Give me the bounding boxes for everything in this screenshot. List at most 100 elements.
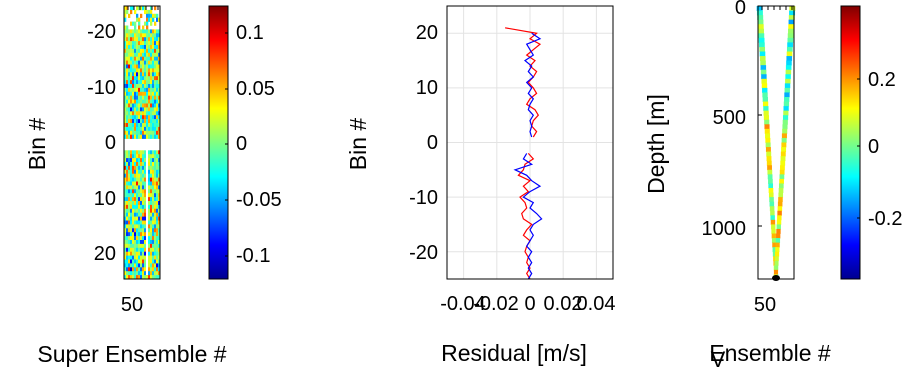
heatmap-cell bbox=[138, 243, 141, 249]
heatmap-cell bbox=[158, 134, 161, 139]
heatmap-cell bbox=[154, 119, 157, 124]
heatmap-cell bbox=[156, 177, 159, 182]
heatmap-cell bbox=[134, 84, 137, 89]
heatmap-cell bbox=[142, 91, 145, 96]
heatmap-cell bbox=[158, 29, 161, 34]
heatmap-cell bbox=[146, 119, 149, 124]
heatmap-cell bbox=[158, 216, 161, 221]
heatmap-cell bbox=[152, 162, 155, 167]
heatmap-cell bbox=[154, 6, 157, 11]
heatmap-cell bbox=[132, 87, 135, 93]
series-line-blue bbox=[523, 32, 542, 138]
heatmap-cell bbox=[146, 56, 149, 61]
heatmap-cell bbox=[124, 162, 127, 167]
heatmap-cell bbox=[140, 13, 143, 18]
heatmap-cell bbox=[140, 76, 143, 81]
heatmap-cell bbox=[124, 64, 127, 69]
heatmap-cell bbox=[158, 64, 161, 69]
heatmap-cell bbox=[152, 45, 155, 50]
heatmap-cell bbox=[154, 158, 157, 163]
heatmap-cell bbox=[134, 247, 137, 252]
heatmap-cell bbox=[788, 19, 795, 25]
heatmap-cell bbox=[136, 52, 139, 57]
x-tick-label: 0 bbox=[524, 293, 535, 315]
heatmap-cell bbox=[781, 147, 787, 152]
heatmap-cell bbox=[140, 267, 143, 272]
heatmap-cell bbox=[152, 115, 155, 120]
heatmap-cell bbox=[134, 173, 137, 178]
heatmap-cell bbox=[144, 87, 147, 93]
heatmap-cell bbox=[154, 95, 157, 100]
heatmap-cell bbox=[784, 87, 790, 93]
heatmap-cell bbox=[138, 154, 141, 159]
heatmap-cell bbox=[144, 255, 147, 260]
heatmap-cell bbox=[126, 208, 129, 213]
heatmap-cell bbox=[124, 154, 127, 159]
heatmap-cell bbox=[152, 56, 155, 61]
heatmap-cell bbox=[130, 232, 133, 237]
heatmap-cell bbox=[148, 72, 151, 77]
heatmap-cell bbox=[152, 251, 155, 256]
heatmap-cell bbox=[154, 224, 157, 229]
heatmap-cell bbox=[130, 243, 133, 249]
heatmap-cell bbox=[128, 107, 131, 112]
heatmap-cell bbox=[132, 158, 135, 163]
heatmap-cell bbox=[136, 111, 139, 116]
heatmap-cell bbox=[142, 247, 145, 252]
heatmap-cell bbox=[138, 87, 141, 93]
heatmap-cell bbox=[132, 204, 135, 210]
heatmap-cell bbox=[148, 162, 151, 167]
heatmap-cell bbox=[128, 193, 131, 198]
heatmap-cell bbox=[154, 185, 157, 190]
heatmap-cell bbox=[138, 173, 141, 178]
heatmap-cell bbox=[140, 91, 143, 96]
heatmap-cell bbox=[132, 240, 135, 245]
heatmap-cell bbox=[134, 169, 137, 174]
heatmap-cell bbox=[140, 240, 143, 245]
heatmap-cell bbox=[130, 177, 133, 182]
heatmap-cell bbox=[132, 130, 135, 135]
heatmap-cell bbox=[152, 173, 155, 178]
heatmap-cell bbox=[144, 45, 147, 50]
panel-depth: 0 500 1000 50 Depth [m] Ensemble # V 0.2… bbox=[643, 0, 902, 367]
heatmap-cell bbox=[132, 95, 135, 100]
heatmap-cell bbox=[150, 41, 153, 46]
heatmap-cell bbox=[152, 48, 155, 54]
x-axis-label: Ensemble # bbox=[709, 340, 831, 366]
heatmap-cell bbox=[761, 78, 767, 84]
heatmap-cell bbox=[138, 212, 141, 217]
heatmap-cell bbox=[156, 76, 159, 81]
heatmap-cell bbox=[132, 56, 135, 61]
heatmap-cell bbox=[154, 64, 157, 69]
heatmap-cell bbox=[142, 56, 145, 61]
heatmap-cell bbox=[124, 111, 127, 116]
heatmap-cell bbox=[150, 208, 153, 213]
heatmap-cell bbox=[128, 45, 131, 50]
heatmap-cell bbox=[154, 103, 157, 108]
heatmap-cell bbox=[786, 56, 793, 61]
heatmap-cell bbox=[154, 240, 157, 245]
heatmap-cell bbox=[136, 154, 139, 159]
heatmap-cell bbox=[158, 275, 161, 280]
heatmap-cell bbox=[136, 181, 139, 186]
heatmap-cell bbox=[788, 28, 794, 34]
heatmap-cell bbox=[134, 150, 137, 155]
heatmap-cell bbox=[144, 162, 147, 167]
heatmap-cell bbox=[148, 181, 151, 186]
heatmap-cell bbox=[154, 173, 157, 178]
heatmap-cell bbox=[140, 37, 143, 42]
heatmap-cell bbox=[126, 189, 129, 194]
heatmap-cell bbox=[136, 220, 139, 225]
heatmap-cell bbox=[132, 72, 135, 77]
heatmap-cell bbox=[128, 189, 131, 194]
heatmap-cell bbox=[144, 173, 147, 178]
heatmap-cell bbox=[150, 193, 153, 198]
heatmap-cell bbox=[126, 212, 129, 217]
series-line-red bbox=[517, 152, 535, 280]
heatmap-cell bbox=[154, 201, 157, 206]
heatmap-cell bbox=[132, 275, 135, 280]
heatmap-cell bbox=[146, 99, 149, 104]
heatmap-cell bbox=[134, 220, 137, 225]
heatmap-cell bbox=[148, 150, 151, 155]
heatmap-cell bbox=[152, 60, 155, 65]
